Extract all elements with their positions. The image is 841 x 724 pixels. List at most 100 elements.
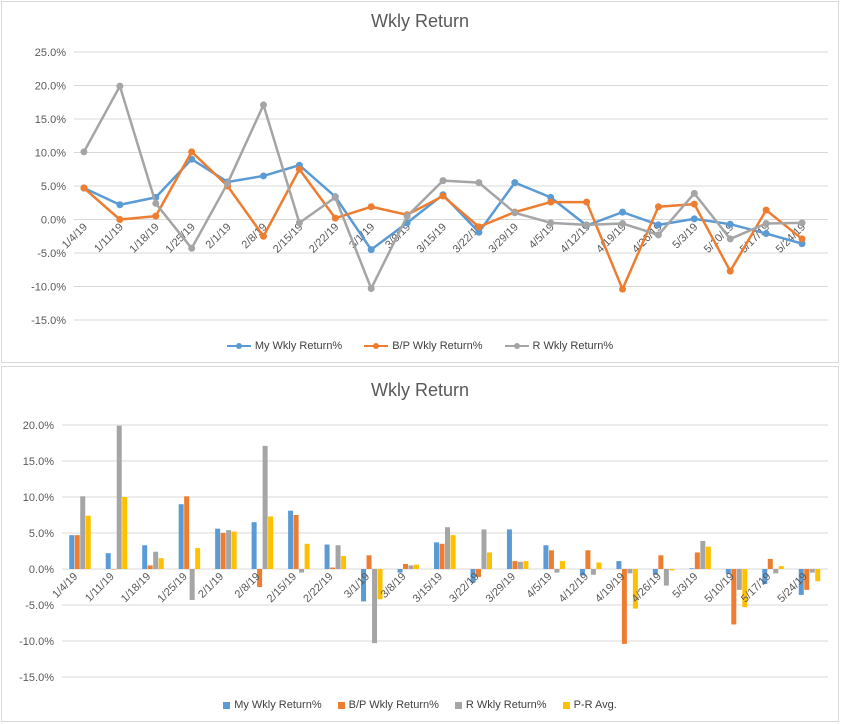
bar — [694, 552, 700, 569]
bar — [220, 533, 226, 569]
x-tick-label: 3/15/19 — [411, 571, 445, 605]
x-tick-label: 5/3/19 — [670, 571, 700, 601]
y-tick-label: -5.0% — [25, 600, 54, 612]
bar — [579, 569, 585, 576]
y-tick-label: 20.0% — [35, 81, 66, 93]
y-tick-label: 0.0% — [41, 215, 66, 227]
bar — [815, 569, 821, 582]
y-tick-label: 10.0% — [35, 148, 66, 160]
data-point — [331, 214, 339, 222]
bar — [700, 540, 706, 569]
data-point — [654, 203, 662, 211]
data-point — [475, 223, 483, 231]
line-chart-panel[interactable]: Wkly Return 25.0% 20.0% 15.0% 10.0% 5.0% 0.0%… — [1, 1, 839, 363]
bar — [189, 569, 195, 600]
bar — [116, 425, 122, 569]
bar — [231, 531, 237, 569]
x-tick-label: 1/11/19 — [92, 221, 126, 255]
legend-item-pr: P-R Avg. — [562, 699, 617, 711]
y-tick-label: -15.0% — [31, 315, 66, 327]
bar-chart-legend: My Wkly Return% B/P Wkly Return% R Wkly … — [2, 699, 838, 711]
bar — [153, 551, 159, 569]
bar — [798, 569, 804, 595]
bar — [74, 535, 80, 569]
data-point — [259, 232, 267, 240]
bar — [616, 561, 622, 569]
data-point — [188, 148, 196, 156]
bar — [341, 556, 347, 569]
bar — [111, 569, 117, 570]
data-point — [619, 285, 627, 293]
bar — [377, 569, 383, 600]
bar — [663, 569, 669, 586]
bar — [621, 569, 627, 644]
data-point — [762, 206, 770, 214]
bar — [178, 504, 184, 569]
data-point — [583, 221, 591, 229]
y-tick-label: 0.0% — [29, 564, 54, 576]
legend-marker-icon — [454, 701, 462, 709]
x-tick-label: 3/15/19 — [415, 221, 449, 255]
bar — [767, 558, 773, 569]
y-tick-label: 5.0% — [29, 528, 54, 540]
bar — [147, 565, 153, 569]
bar — [158, 558, 164, 569]
data-point — [259, 101, 267, 109]
bar — [142, 545, 148, 569]
bar — [470, 569, 476, 583]
data-point — [80, 184, 88, 192]
bar — [105, 553, 111, 569]
legend-label: B/P Wkly Return% — [348, 699, 439, 711]
data-point — [511, 179, 519, 187]
bar — [69, 535, 75, 569]
bar — [731, 569, 737, 625]
bar — [293, 515, 299, 569]
y-tick-label: -10.0% — [31, 282, 66, 294]
bar — [627, 569, 633, 574]
x-tick-label: 1/4/19 — [50, 571, 80, 601]
y-tick-label: 20.0% — [23, 420, 54, 432]
bar — [804, 569, 810, 590]
bar — [85, 515, 91, 569]
bar — [652, 569, 658, 575]
bar-chart-panel[interactable]: Wkly Return 20.0% 15.0% 10.0% 5.0% 0.0% -5.0%… — [1, 366, 839, 722]
x-tick-label: 1/11/19 — [83, 571, 117, 605]
bar — [434, 542, 439, 569]
x-tick-label: 3/22/19 — [447, 571, 481, 605]
bar — [361, 569, 367, 602]
data-point — [224, 179, 232, 187]
bar — [215, 528, 221, 569]
x-tick-label: 5/3/19 — [670, 221, 700, 251]
data-point — [762, 220, 770, 228]
line-chart-plot: 25.0% 20.0% 15.0% 10.0% 5.0% 0.0% -5.0% -10.0% -… — [31, 47, 828, 327]
data-point — [690, 189, 698, 197]
bar — [632, 569, 638, 609]
data-point — [116, 82, 124, 90]
bar — [288, 510, 294, 569]
legend-marker-icon — [223, 701, 231, 709]
line-chart-legend: My Wkly Return% B/P Wkly Return% R Wkly … — [2, 340, 838, 352]
y-tick-label: 15.0% — [23, 456, 54, 468]
bar — [762, 569, 768, 585]
bar — [195, 548, 201, 569]
x-tick-label: 1/18/19 — [119, 571, 153, 605]
data-point — [403, 212, 411, 220]
bar — [372, 569, 378, 644]
legend-marker-icon — [226, 341, 251, 351]
bar — [548, 550, 554, 569]
y-tick-label: -10.0% — [19, 636, 54, 648]
bar — [439, 543, 445, 569]
bar — [408, 565, 414, 569]
data-point — [619, 208, 627, 216]
y-tick-label: 25.0% — [35, 47, 66, 59]
data-point — [798, 219, 806, 227]
x-tick-label: 2/15/19 — [265, 571, 299, 605]
bar — [585, 550, 591, 569]
bar — [268, 516, 274, 569]
legend-item-r: R Wkly Return% — [454, 699, 547, 711]
data-point — [116, 216, 124, 223]
bar — [486, 552, 492, 569]
data-point — [690, 215, 698, 223]
data-point — [367, 246, 375, 254]
data-point — [654, 221, 662, 229]
